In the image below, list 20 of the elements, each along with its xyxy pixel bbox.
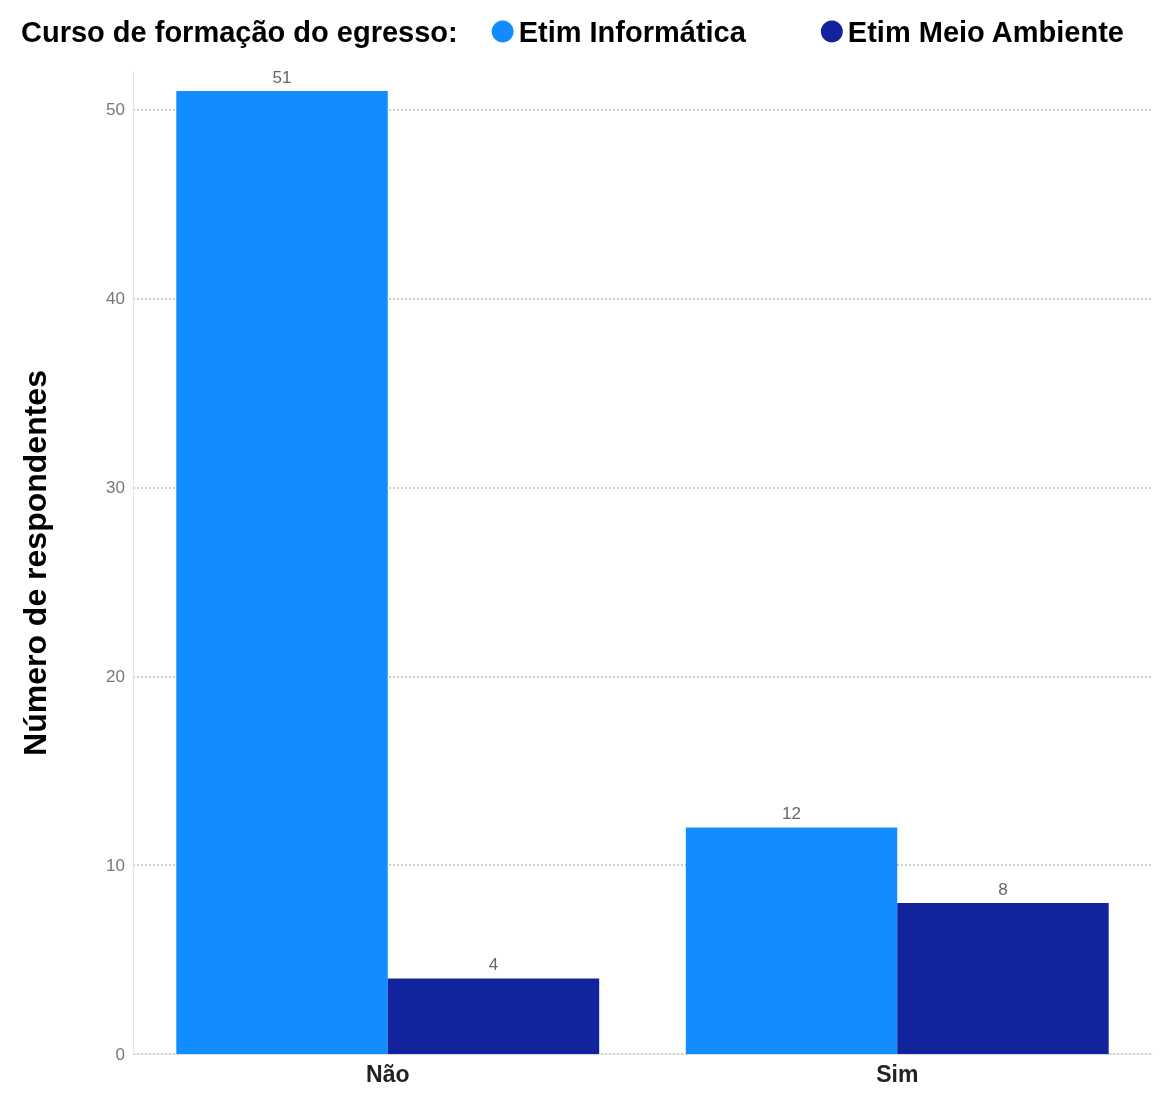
y-tick-label: 50	[106, 100, 125, 120]
y-tick-label: 40	[106, 289, 125, 309]
data-label: 12	[782, 804, 801, 824]
bar	[685, 827, 898, 1054]
y-tick-label: 30	[106, 477, 125, 497]
x-tick-label: Não	[366, 1060, 410, 1087]
y-tick-label: 10	[106, 855, 125, 875]
data-label: 4	[488, 955, 499, 975]
y-tick-label: 20	[106, 666, 125, 686]
bar	[897, 902, 1109, 1054]
legend-title: Curso de formação do egresso:	[21, 15, 458, 48]
legend-label: Etim Informática	[518, 15, 747, 48]
bar	[387, 978, 600, 1054]
legend-label: Etim Meio Ambiente	[847, 15, 1124, 48]
y-axis-title: Número de respondentes	[17, 370, 53, 756]
data-label: 51	[272, 67, 292, 87]
y-tick-label: 0	[115, 1044, 125, 1064]
data-label: 8	[998, 879, 1008, 899]
x-tick-label: Sim	[876, 1060, 919, 1087]
bar	[176, 90, 388, 1054]
